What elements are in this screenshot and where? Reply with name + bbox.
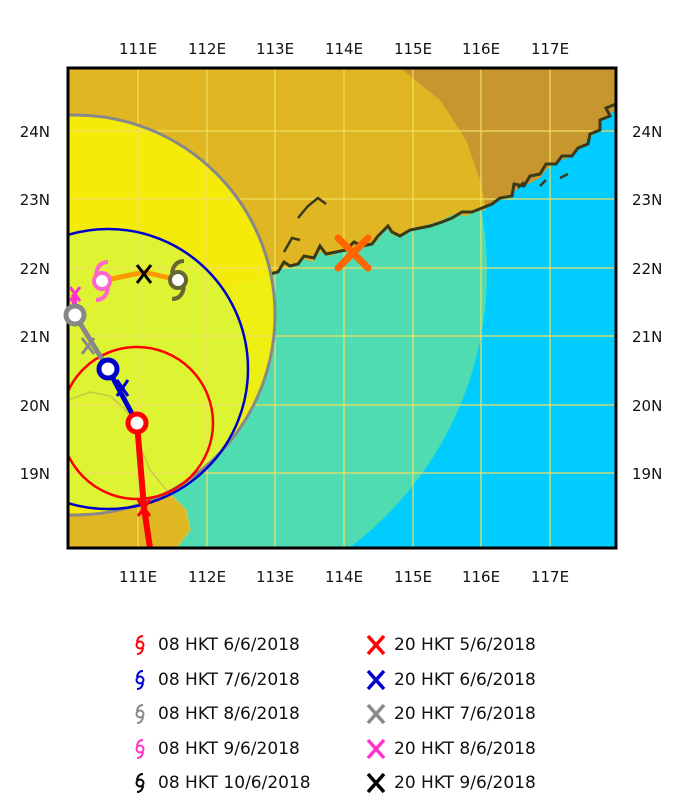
legend-label: 08 HKT 8/6/2018 xyxy=(158,704,300,724)
latitude-tick-label: 22N xyxy=(632,260,662,278)
red-radius-circle xyxy=(68,345,215,501)
legend-label: 08 HKT 10/6/2018 xyxy=(158,773,311,793)
typhoon-symbol-icon xyxy=(96,357,120,381)
legend-label: 20 HKT 5/6/2018 xyxy=(394,635,536,655)
latitude-tick-label: 19N xyxy=(632,465,662,483)
gray-radius-circle xyxy=(68,113,277,517)
x-mark-icon xyxy=(80,337,96,355)
hong-kong-marker-icon xyxy=(334,234,372,272)
longitude-tick-label: 114E xyxy=(325,568,363,586)
typhoon-symbol-icon xyxy=(128,734,152,764)
latitude-tick-label: 19N xyxy=(20,465,50,483)
legend-label: 20 HKT 8/6/2018 xyxy=(394,738,536,759)
x-mark-icon xyxy=(364,768,388,798)
legend-item-forecast: 20 HKT 9/6/2018 xyxy=(364,766,536,800)
coast-islands xyxy=(282,172,569,253)
typhoon-symbol-icon xyxy=(128,665,152,695)
legend: 08 HKT 6/6/2018 08 HKT 7/6/2018 08 HKT 8/6… xyxy=(128,628,598,798)
legend-label: 08 HKT 9/6/2018 xyxy=(158,738,300,759)
latitude-labels-left: 24N 23N 22N 21N 20N 19N xyxy=(20,123,50,483)
longitude-tick-label: 113E xyxy=(256,40,294,58)
typhoon-symbol-icon xyxy=(128,630,152,660)
longitude-tick-label: 111E xyxy=(119,568,157,586)
longitude-tick-label: 116E xyxy=(462,568,500,586)
longitude-labels-bottom: 111E 112E 113E 114E 115E 116E 117E xyxy=(119,568,569,586)
legend-label: 08 HKT 7/6/2018 xyxy=(158,669,300,690)
legend-label: 08 HKT 6/6/2018 xyxy=(158,635,300,655)
legend-item-forecast: 20 HKT 7/6/2018 xyxy=(364,697,536,731)
x-mark-icon xyxy=(135,264,153,284)
x-mark-icon xyxy=(364,699,388,729)
blue-radius-circle xyxy=(68,227,250,511)
legend-item-forecast: 20 HKT 6/6/2018 xyxy=(364,663,536,697)
longitude-tick-label: 111E xyxy=(119,40,157,58)
typhoon-symbol-icon xyxy=(128,699,152,729)
x-mark-icon xyxy=(364,734,388,764)
latitude-tick-label: 20N xyxy=(632,397,662,415)
longitude-tick-label: 115E xyxy=(394,568,432,586)
longitude-tick-label: 115E xyxy=(394,40,432,58)
track-markers xyxy=(63,234,372,517)
latitude-tick-label: 24N xyxy=(632,123,662,141)
latitude-tick-label: 23N xyxy=(632,191,662,209)
coastline xyxy=(269,102,616,276)
latitude-tick-label: 24N xyxy=(20,123,50,141)
x-mark-icon xyxy=(115,379,130,397)
longitude-tick-label: 116E xyxy=(462,40,500,58)
typhoon-symbol-icon xyxy=(125,411,149,435)
latitude-tick-label: 21N xyxy=(632,328,662,346)
longitude-labels-top: 111E 112E 113E 114E 115E 116E 117E xyxy=(119,40,569,58)
legend-item-track: 08 HKT 9/6/2018 xyxy=(128,732,300,766)
legend-label: 20 HKT 7/6/2018 xyxy=(394,704,536,724)
latitude-labels-right: 24N 23N 22N 21N 20N 19N xyxy=(632,123,662,483)
legend-label: 20 HKT 9/6/2018 xyxy=(394,773,536,793)
latitude-tick-label: 21N xyxy=(20,328,50,346)
typhoon-symbol-icon xyxy=(168,259,188,301)
typhoon-symbol-icon xyxy=(92,260,112,302)
core-zone xyxy=(68,229,248,509)
latitude-tick-label: 23N xyxy=(20,191,50,209)
longitude-tick-label: 114E xyxy=(325,40,363,58)
legend-item-track: 08 HKT 10/6/2018 xyxy=(128,766,311,800)
legend-label: 20 HKT 6/6/2018 xyxy=(394,669,536,690)
longitude-tick-label: 113E xyxy=(256,568,294,586)
longitude-tick-label: 117E xyxy=(531,568,569,586)
x-mark-icon xyxy=(136,499,152,517)
typhoon-symbol-icon xyxy=(63,303,87,327)
longitude-tick-label: 112E xyxy=(188,568,226,586)
legend-item-forecast: 20 HKT 5/6/2018 xyxy=(364,628,536,662)
latitude-tick-label: 20N xyxy=(20,397,50,415)
x-mark-icon xyxy=(68,286,82,302)
legend-item-track: 08 HKT 8/6/2018 xyxy=(128,697,300,731)
longitude-tick-label: 117E xyxy=(531,40,569,58)
typhoon-symbol-icon xyxy=(128,768,152,798)
x-mark-icon xyxy=(364,630,388,660)
map-area xyxy=(68,68,616,548)
longitude-tick-label: 112E xyxy=(188,40,226,58)
legend-item-forecast: 20 HKT 8/6/2018 xyxy=(364,732,536,766)
x-mark-icon xyxy=(364,665,388,695)
legend-item-track: 08 HKT 6/6/2018 xyxy=(128,628,300,662)
latitude-tick-label: 22N xyxy=(20,260,50,278)
legend-item-track: 08 HKT 7/6/2018 xyxy=(128,663,300,697)
